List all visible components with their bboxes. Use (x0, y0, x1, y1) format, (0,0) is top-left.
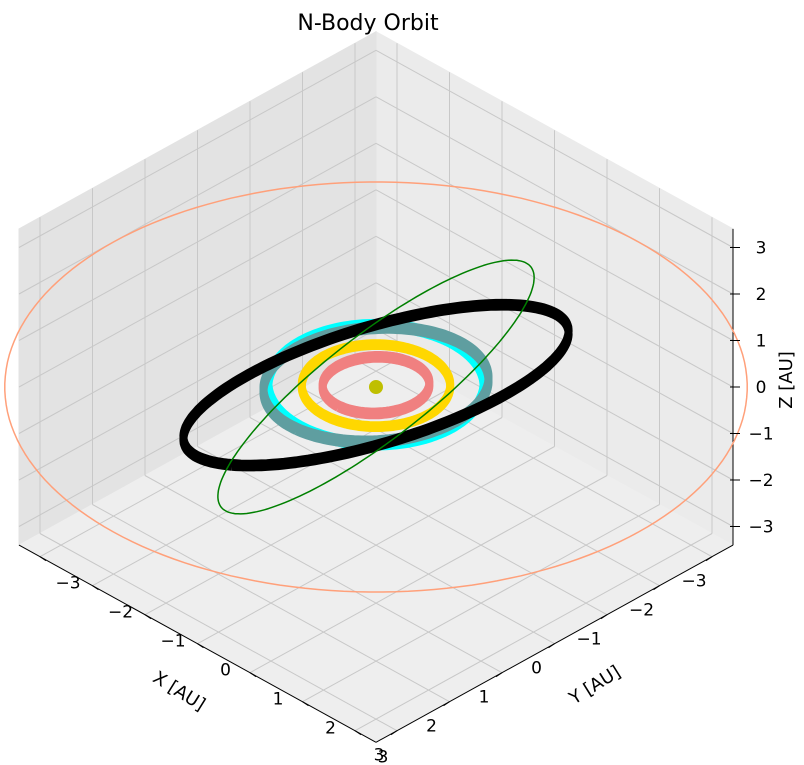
x-tick-mark (653, 585, 660, 591)
y-tick-mark (39, 556, 47, 562)
grid-line-z-left (375, 96, 734, 295)
y-axis-line (375, 544, 734, 743)
y-tick-label: 0 (220, 661, 231, 681)
y-tick-label: 1 (273, 690, 284, 710)
grid-line-z-left (375, 189, 734, 388)
y-tick-mark (354, 730, 362, 736)
y-tick-mark (302, 701, 309, 707)
y-tick-mark (197, 643, 204, 649)
y-axis-label: Y [AU] (565, 662, 625, 710)
x-tick-mark (495, 672, 503, 678)
grid-line-z-left (375, 49, 734, 248)
x-tick-label: 3 (374, 746, 385, 765)
z-tick-label: −3 (748, 518, 773, 538)
grid-line-z-left (375, 235, 734, 434)
grid-line-y-floor (197, 446, 555, 645)
y-tick-label: 3 (378, 748, 389, 765)
orbit-path (4, 181, 748, 593)
grid-line-z-right (18, 189, 377, 388)
orbit-path-band (179, 298, 573, 468)
grid-line-z-right (18, 96, 377, 295)
z-tick-label: −1 (748, 425, 773, 445)
y-tick-label: −2 (108, 603, 133, 623)
central-body-point (369, 380, 383, 394)
x-tick-label: 1 (479, 688, 490, 708)
orbit-path-band (297, 339, 455, 430)
y-tick-label: 2 (325, 719, 336, 739)
x-tick-mark (705, 556, 713, 562)
grid-line-z-right (18, 282, 377, 481)
x-tick-mark (548, 643, 555, 649)
orbit-traces (4, 181, 748, 593)
grid-line-z-left (375, 142, 734, 341)
chart-title: N-Body Orbit (297, 11, 439, 36)
grid-line-y-floor (302, 504, 660, 703)
z-tick-label: 0 (756, 378, 767, 398)
y-tick-label: −1 (160, 632, 185, 652)
x-tick-label: −3 (681, 572, 706, 592)
y-tick-mark (144, 614, 152, 620)
grid-line-z-right (18, 235, 377, 434)
grid-line-z-right (18, 142, 377, 341)
x-axis-line (18, 544, 377, 743)
y-tick-label: −3 (55, 574, 80, 594)
x-tick-mark (390, 730, 398, 736)
orbit-path-band (318, 351, 434, 416)
z-tick-label: 3 (756, 239, 767, 259)
x-tick-mark (600, 614, 608, 620)
x-axis-label: X [AU] (149, 667, 209, 715)
grid-line-y-floor (354, 533, 713, 732)
grid-line-z-right (18, 49, 377, 248)
y-tick-mark (249, 672, 257, 678)
grid-lines (18, 43, 734, 732)
x-tick-label: 2 (426, 717, 437, 737)
grid-line-y-floor (144, 417, 503, 616)
orbit-path (217, 259, 535, 515)
x-tick-label: −1 (576, 630, 601, 650)
orbit-5 (217, 259, 535, 515)
orbit-0 (318, 351, 434, 420)
orbit-4 (179, 298, 573, 472)
grid-line-y-floor (249, 475, 608, 674)
orbit-1 (297, 339, 455, 432)
z-tick-label: −2 (748, 471, 773, 491)
orbit-6 (4, 181, 748, 593)
x-tick-label: 0 (531, 659, 542, 679)
y-tick-mark (92, 585, 99, 591)
z-tick-label: 1 (756, 332, 767, 352)
z-axis-label: Z [AU] (776, 351, 797, 409)
x-tick-label: −2 (629, 601, 654, 621)
x-tick-mark (443, 701, 450, 707)
z-tick-label: 2 (756, 285, 767, 305)
